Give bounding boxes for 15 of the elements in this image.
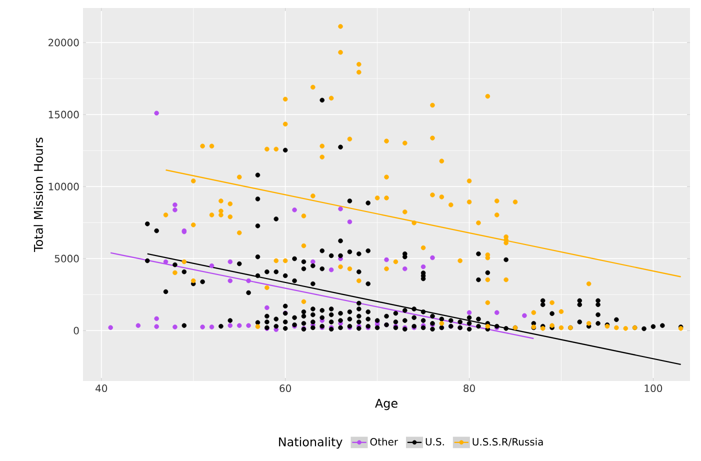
y-tick-label: 15000: [48, 110, 79, 118]
x-axis-title: Age: [375, 398, 398, 410]
legend-label: U.S.S.R/Russia: [472, 438, 543, 446]
x-tick-label: 60: [280, 384, 292, 392]
y-tick-label: 20000: [48, 38, 79, 46]
legend-label: U.S.: [426, 438, 444, 446]
x-tick-label: 80: [464, 384, 475, 392]
y-tick-label: 0: [74, 326, 79, 334]
y-tick-label: 5000: [54, 254, 79, 262]
y-tick-label: 10000: [48, 182, 79, 190]
y-axis-title: Total Mission Hours: [34, 138, 43, 252]
x-tick-label: 40: [96, 384, 108, 392]
x-tick-label: 100: [644, 384, 662, 392]
legend-title: Nationality: [279, 437, 342, 449]
legend-label: Other: [370, 438, 398, 446]
